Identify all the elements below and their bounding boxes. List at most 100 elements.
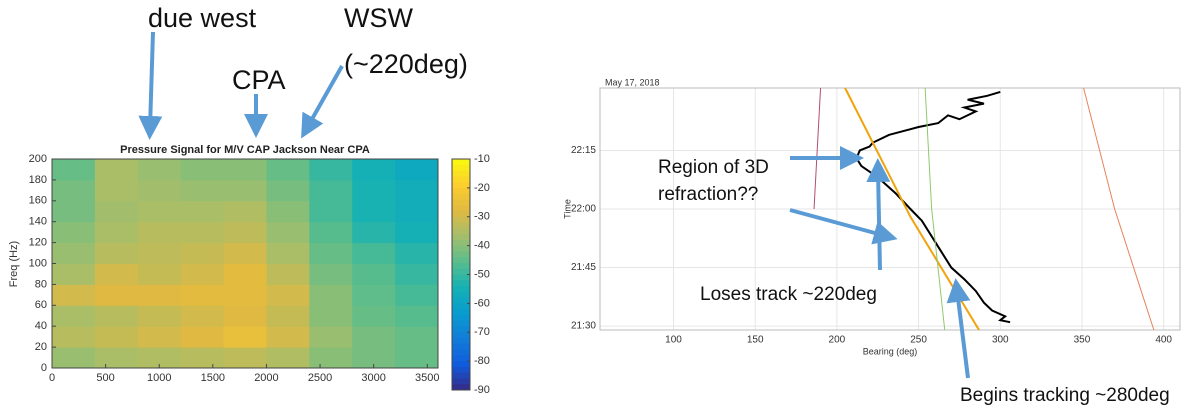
heatmap-cell — [309, 263, 353, 285]
heatmap-cell — [137, 263, 182, 285]
x-tick-label: 200 — [829, 335, 846, 346]
x-tick-label: 3500 — [415, 372, 439, 384]
heatmap-cell — [180, 221, 225, 244]
heatmap-cell — [52, 305, 96, 327]
x-tick-label: 150 — [747, 335, 764, 346]
colorbar-tick-label: -70 — [474, 326, 490, 338]
colorbar-tick-label: -30 — [474, 211, 490, 223]
x-tick-label: 250 — [910, 335, 927, 346]
x-tick-label: 1500 — [201, 372, 225, 384]
heatmap-cell — [266, 242, 310, 264]
heatmap-cell — [266, 347, 310, 369]
heatmap-cell — [352, 221, 396, 244]
heatmap-cell — [52, 242, 96, 264]
heatmap-cell — [52, 284, 96, 306]
colorbar-band — [452, 228, 470, 235]
colorbar-band — [452, 187, 470, 195]
heatmap-cell — [52, 221, 96, 244]
heatmap-cell — [52, 200, 96, 223]
heatmap-cell — [309, 326, 353, 348]
heatmap-cell — [223, 347, 267, 369]
x-tick-label: 3000 — [361, 372, 385, 384]
colorbar-tick-label: -20 — [474, 182, 490, 194]
colorbar-band — [452, 326, 470, 333]
heatmap-cell — [180, 242, 225, 264]
y-tick-label: 60 — [35, 299, 47, 311]
heatmap-cell — [352, 305, 396, 327]
heatmap-cell — [352, 242, 396, 264]
heatmap-cell — [223, 242, 267, 264]
chart-title: May 17, 2018 — [605, 77, 660, 87]
heatmap-cell — [309, 347, 353, 369]
heatmap-cell — [180, 305, 225, 327]
annotation: due west — [148, 3, 257, 33]
heatmap-cell — [266, 179, 310, 202]
annotation: Region of 3D — [658, 157, 769, 178]
heatmap-cell — [180, 263, 225, 285]
y-tick-label: 80 — [35, 278, 47, 290]
heatmap-cell — [223, 221, 267, 244]
x-tick-label: 0 — [49, 372, 55, 384]
x-tick-label: 2000 — [254, 372, 278, 384]
heatmap-cell — [223, 284, 267, 306]
annotation: CPA — [232, 65, 286, 95]
heatmap-cell — [223, 326, 267, 348]
heatmap-cell — [309, 221, 353, 244]
heatmap-cell — [94, 326, 139, 348]
heatmap-cell — [395, 159, 439, 181]
heatmap-cell — [395, 221, 439, 244]
heatmap-cell — [223, 179, 267, 202]
heatmap-cell — [352, 159, 396, 181]
heatmap-cell — [94, 347, 139, 369]
colorbar-band — [452, 303, 470, 310]
heatmap-cell — [352, 347, 396, 369]
colorbar-band — [452, 274, 470, 281]
heatmap-cell — [137, 284, 182, 306]
heatmap-cell — [137, 179, 182, 202]
series-line — [924, 87, 946, 331]
heatmap-cell — [180, 284, 225, 306]
heatmap-cell — [137, 326, 182, 348]
arrows — [138, 31, 971, 379]
x-tick-label: 100 — [665, 335, 682, 346]
colorbar-tick-label: -40 — [474, 240, 490, 252]
heatmap-cell — [94, 200, 139, 223]
series-line — [813, 87, 822, 210]
colorbar-band — [452, 234, 470, 241]
colorbar-band — [452, 343, 470, 351]
y-tick-label: 21:30 — [571, 321, 596, 332]
heatmap-cell — [94, 159, 139, 181]
colorbar-band — [452, 164, 470, 172]
y-axis-label: Freq (Hz) — [8, 241, 20, 287]
colorbar-band — [452, 251, 470, 258]
colorbar-band — [452, 222, 470, 229]
heatmap-cell — [309, 284, 353, 306]
heatmap-cell — [395, 200, 439, 223]
colorbar-band — [452, 320, 470, 327]
heatmap-cell — [352, 179, 396, 202]
annotation: Begins tracking ~280deg — [960, 385, 1170, 406]
colorbar-band — [452, 338, 470, 345]
colorbar-band — [452, 245, 470, 252]
colorbar-band — [452, 205, 470, 212]
y-tick-label: 160 — [29, 195, 47, 207]
y-tick-label: 0 — [41, 362, 47, 374]
y-tick-label: 180 — [29, 174, 47, 186]
heatmap-cell — [137, 159, 182, 181]
y-tick-label: 22:00 — [571, 204, 596, 215]
colorbar-tick-label: -50 — [474, 268, 490, 280]
colorbar-band — [452, 268, 470, 275]
colorbar-band — [452, 355, 470, 362]
heatmap-cell — [223, 305, 267, 327]
colorbar-band — [452, 193, 470, 200]
heatmap-cell — [266, 159, 310, 181]
y-tick-label: 140 — [29, 216, 47, 228]
colorbar-band — [452, 384, 470, 391]
heatmap-cell — [180, 159, 225, 181]
colorbar-band — [452, 216, 470, 224]
annotation: refraction?? — [658, 184, 758, 205]
colorbar-band — [452, 309, 470, 316]
heatmap-cell — [52, 159, 96, 181]
colorbar-band — [452, 314, 470, 322]
